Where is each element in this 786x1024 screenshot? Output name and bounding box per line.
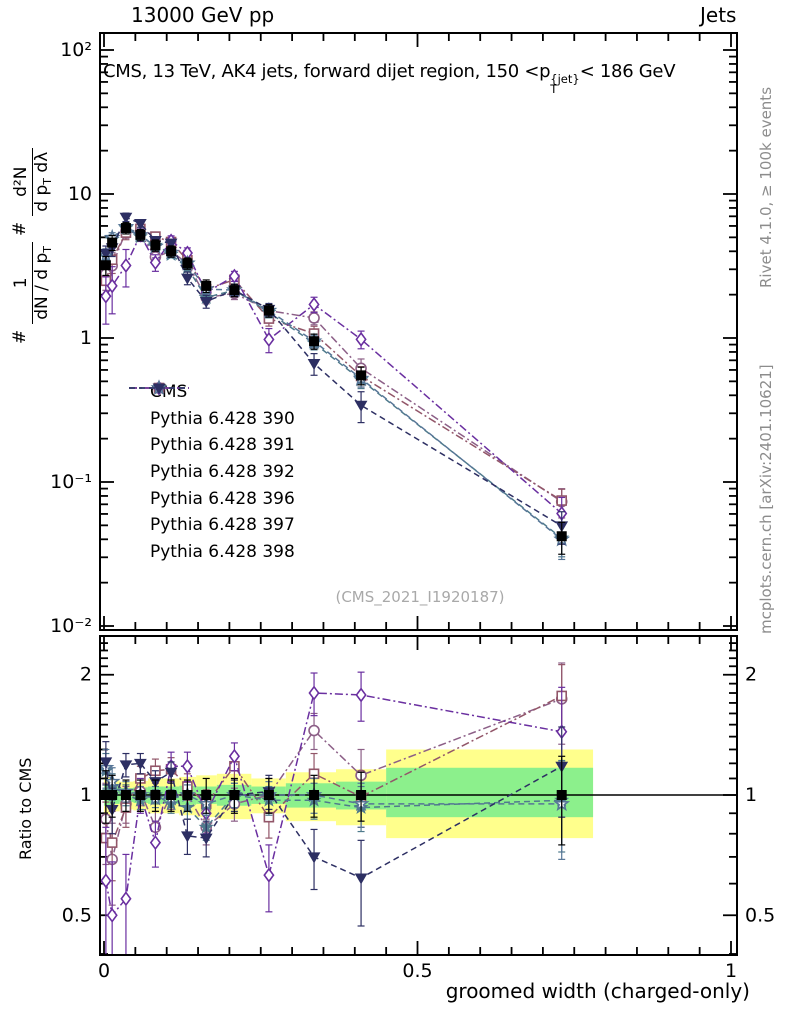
analysis-id-watermark: (CMS_2021_I1920187) xyxy=(335,588,505,606)
legend-item-label: Pythia 6.428 397 xyxy=(150,515,295,536)
svg-text:1: 1 xyxy=(725,960,737,982)
legend-item-pythia-6-428-396: Pythia 6.428 396 xyxy=(128,380,295,512)
hash-symbol: # xyxy=(10,221,30,236)
svg-text:1: 1 xyxy=(745,784,757,806)
process-label: Jets xyxy=(700,3,737,27)
pythia-legend-marker-icon xyxy=(129,383,189,395)
legend-item-label: Pythia 6.428 390 xyxy=(150,408,295,429)
svg-text:0.5: 0.5 xyxy=(62,904,92,926)
svg-text:1: 1 xyxy=(80,327,92,349)
svg-text:10²: 10² xyxy=(60,39,92,61)
legend-item-pythia-6-428-392: Pythia 6.428 392 xyxy=(128,380,295,486)
svg-text:0.5: 0.5 xyxy=(402,960,432,982)
main-y-axis-label: # 1 dN / d pT # d²N d pT dλ xyxy=(10,147,55,344)
mcplots-reference-note: mcplots.cern.ch [arXiv:2401.10621] xyxy=(757,364,775,634)
svg-text:10: 10 xyxy=(68,183,92,205)
svg-text:2: 2 xyxy=(80,664,92,686)
legend-item-pythia-6-428-398: Pythia 6.428 398 xyxy=(128,383,295,566)
svg-text:0: 0 xyxy=(98,960,110,982)
pt-jet-supsub: {jet} T xyxy=(550,72,580,96)
beam-energy-label: 13000 GeV pp xyxy=(131,3,275,27)
legend-item-label: Pythia 6.428 391 xyxy=(150,435,295,456)
svg-text:0.5: 0.5 xyxy=(745,904,775,926)
axis-ticks xyxy=(100,33,737,955)
pt-jet-sub: T xyxy=(550,82,558,96)
legend: CMS Pythia 6.428 390 Pythia 6.428 391 Pythi… xyxy=(128,379,295,565)
svg-text:10⁻¹: 10⁻¹ xyxy=(50,471,92,493)
legend-item-pythia-6-428-397: Pythia 6.428 397 xyxy=(128,379,295,539)
legend-item-pythia-6-428-391: Pythia 6.428 391 xyxy=(128,382,295,459)
yaxis-fraction-2: d²N d pT dλ xyxy=(11,147,55,216)
pt-jet-sup: {jet} xyxy=(550,72,580,86)
plot-title-suffix: < 186 GeV xyxy=(579,61,676,82)
plot-title-text: CMS, 13 TeV, AK4 jets, forward dijet reg… xyxy=(103,61,551,82)
rivet-version-note: Rivet 4.1.0, ≥ 100k events xyxy=(757,86,775,288)
series-pythia-6-428-392 xyxy=(101,227,568,954)
yaxis-fraction-1: 1 dN / d pT xyxy=(11,241,55,324)
legend-item-label: Pythia 6.428 396 xyxy=(150,488,295,509)
legend-item-label: Pythia 6.428 398 xyxy=(150,541,295,562)
plot-title: CMS, 13 TeV, AK4 jets, forward dijet reg… xyxy=(103,61,676,96)
svg-text:10⁻²: 10⁻² xyxy=(50,615,92,637)
svg-text:2: 2 xyxy=(745,664,757,686)
legend-item-label: Pythia 6.428 392 xyxy=(150,462,295,483)
series-cms xyxy=(101,222,567,846)
axis-tick-labels: 10² 10 1 10⁻¹ 10⁻² 2 2 1 1 0.5 0.5 0 0.5 1 xyxy=(50,39,775,982)
ratio-y-axis-label: Ratio to CMS xyxy=(16,757,35,860)
svg-text:1: 1 xyxy=(80,784,92,806)
legend-item-pythia-6-428-390: Pythia 6.428 390 xyxy=(128,382,295,433)
hash-symbol: # xyxy=(10,329,30,344)
x-axis-label: groomed width (charged-only) xyxy=(445,979,750,1003)
